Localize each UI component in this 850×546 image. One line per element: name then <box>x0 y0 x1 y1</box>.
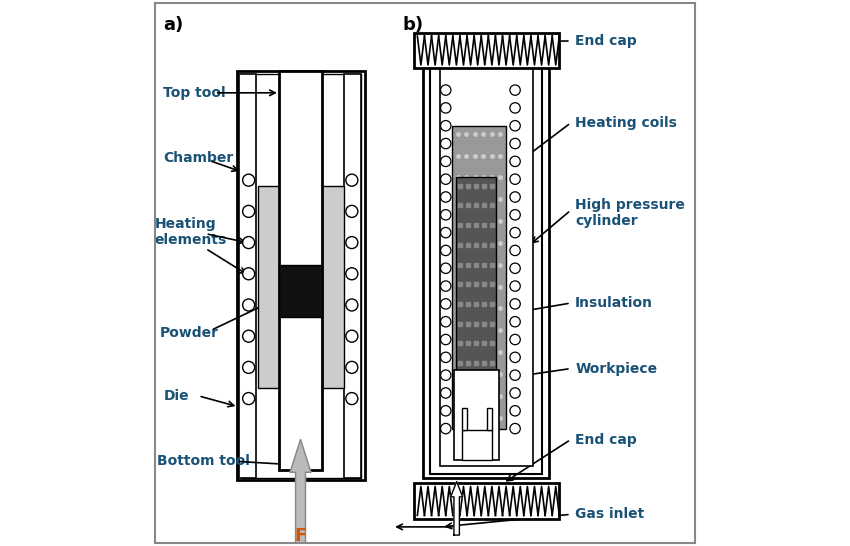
Bar <box>241 74 360 478</box>
Circle shape <box>346 268 358 280</box>
Text: Top tool: Top tool <box>163 86 225 100</box>
Circle shape <box>242 299 255 311</box>
Text: Powder: Powder <box>160 326 219 340</box>
Circle shape <box>440 156 451 167</box>
Circle shape <box>510 424 520 434</box>
Text: F: F <box>294 527 307 545</box>
Circle shape <box>510 210 520 220</box>
Circle shape <box>440 138 451 149</box>
Circle shape <box>242 236 255 248</box>
Circle shape <box>440 352 451 363</box>
Circle shape <box>346 174 358 186</box>
Circle shape <box>242 330 255 342</box>
Circle shape <box>510 352 520 363</box>
Bar <box>423 44 549 478</box>
Circle shape <box>440 263 451 274</box>
Bar <box>430 47 542 474</box>
Circle shape <box>346 361 358 373</box>
Circle shape <box>346 205 358 217</box>
Circle shape <box>510 174 520 185</box>
Circle shape <box>346 236 358 248</box>
Text: Insulation: Insulation <box>575 296 653 310</box>
Circle shape <box>242 361 255 373</box>
Circle shape <box>440 424 451 434</box>
Bar <box>487 408 492 430</box>
Text: Heating coils: Heating coils <box>575 116 677 130</box>
Circle shape <box>440 174 451 185</box>
Text: End cap: End cap <box>575 432 637 447</box>
Circle shape <box>510 334 520 345</box>
Text: Chamber: Chamber <box>163 151 233 165</box>
Circle shape <box>510 370 520 381</box>
Circle shape <box>440 406 451 416</box>
Bar <box>317 186 343 388</box>
Bar <box>236 71 365 480</box>
Bar <box>452 126 506 429</box>
Circle shape <box>440 245 451 256</box>
Text: Gas inlet: Gas inlet <box>575 507 644 521</box>
Bar <box>414 33 558 68</box>
Circle shape <box>510 156 520 167</box>
Text: Heating
elements: Heating elements <box>155 217 227 247</box>
Text: Workpiece: Workpiece <box>575 361 657 376</box>
Polygon shape <box>450 482 462 535</box>
Circle shape <box>510 245 520 256</box>
Bar <box>344 74 360 478</box>
Bar <box>455 370 499 460</box>
Circle shape <box>346 299 358 311</box>
Circle shape <box>440 299 451 309</box>
Bar <box>462 430 492 460</box>
Circle shape <box>440 334 451 345</box>
Bar <box>456 177 496 374</box>
Circle shape <box>440 317 451 327</box>
Circle shape <box>510 228 520 238</box>
Circle shape <box>440 85 451 95</box>
Circle shape <box>510 192 520 202</box>
Text: Die: Die <box>164 389 190 403</box>
Circle shape <box>242 174 255 186</box>
Bar <box>279 71 322 470</box>
Circle shape <box>242 268 255 280</box>
Text: High pressure
cylinder: High pressure cylinder <box>575 198 685 228</box>
Circle shape <box>346 393 358 405</box>
Circle shape <box>510 406 520 416</box>
Circle shape <box>242 393 255 405</box>
Circle shape <box>440 281 451 291</box>
Bar <box>240 74 256 478</box>
Bar <box>414 483 558 519</box>
Text: a): a) <box>163 16 183 34</box>
Circle shape <box>510 138 520 149</box>
Circle shape <box>440 370 451 381</box>
Bar <box>439 56 533 466</box>
Circle shape <box>510 263 520 274</box>
Circle shape <box>510 299 520 309</box>
Circle shape <box>510 317 520 327</box>
Circle shape <box>510 388 520 398</box>
Circle shape <box>440 228 451 238</box>
Circle shape <box>440 192 451 202</box>
Circle shape <box>440 121 451 131</box>
Circle shape <box>510 281 520 291</box>
Circle shape <box>242 205 255 217</box>
Text: End cap: End cap <box>575 34 637 48</box>
Text: b): b) <box>402 16 423 34</box>
Circle shape <box>440 210 451 220</box>
Circle shape <box>440 103 451 113</box>
Circle shape <box>510 85 520 95</box>
Bar <box>258 186 285 388</box>
Bar <box>462 408 467 430</box>
Circle shape <box>440 388 451 398</box>
Circle shape <box>346 330 358 342</box>
Polygon shape <box>290 440 311 543</box>
Bar <box>279 265 322 317</box>
Circle shape <box>510 121 520 131</box>
Circle shape <box>510 103 520 113</box>
Text: Bottom tool: Bottom tool <box>157 454 251 468</box>
